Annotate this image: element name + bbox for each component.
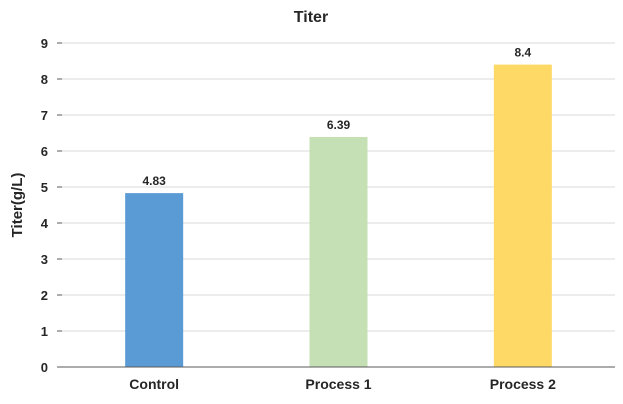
y-tick-label: 1 — [41, 324, 48, 339]
bar-process-1 — [309, 136, 368, 367]
data-labels: 4.83 6.39 8.4 — [142, 46, 531, 189]
y-tick-label: 7 — [41, 108, 48, 123]
data-label: 8.4 — [514, 46, 531, 60]
x-tick-label: Process 1 — [305, 376, 371, 392]
y-tick-label: 5 — [41, 180, 48, 195]
bar-process-2 — [493, 64, 552, 367]
y-tick-label: 3 — [41, 252, 48, 267]
y-tick-label: 4 — [41, 216, 49, 231]
y-tick-label: 2 — [41, 288, 48, 303]
x-tick-label: Control — [129, 376, 179, 392]
x-axis-ticks: Control Process 1 Process 2 — [129, 376, 556, 392]
y-tick-label: 0 — [41, 360, 48, 375]
chart-title: Titer — [294, 9, 328, 26]
x-tick-label: Process 2 — [490, 376, 556, 392]
y-axis-label: Titer(g/L) — [9, 173, 26, 238]
bar-control — [125, 193, 184, 367]
y-tick-label: 6 — [41, 144, 48, 159]
data-label: 6.39 — [327, 118, 351, 132]
bars — [125, 64, 552, 367]
y-tick-label: 8 — [41, 72, 48, 87]
data-label: 4.83 — [142, 174, 166, 188]
y-tick-label: 9 — [41, 36, 48, 51]
y-axis-ticks: 0 1 2 3 4 5 6 7 8 9 — [41, 36, 49, 375]
